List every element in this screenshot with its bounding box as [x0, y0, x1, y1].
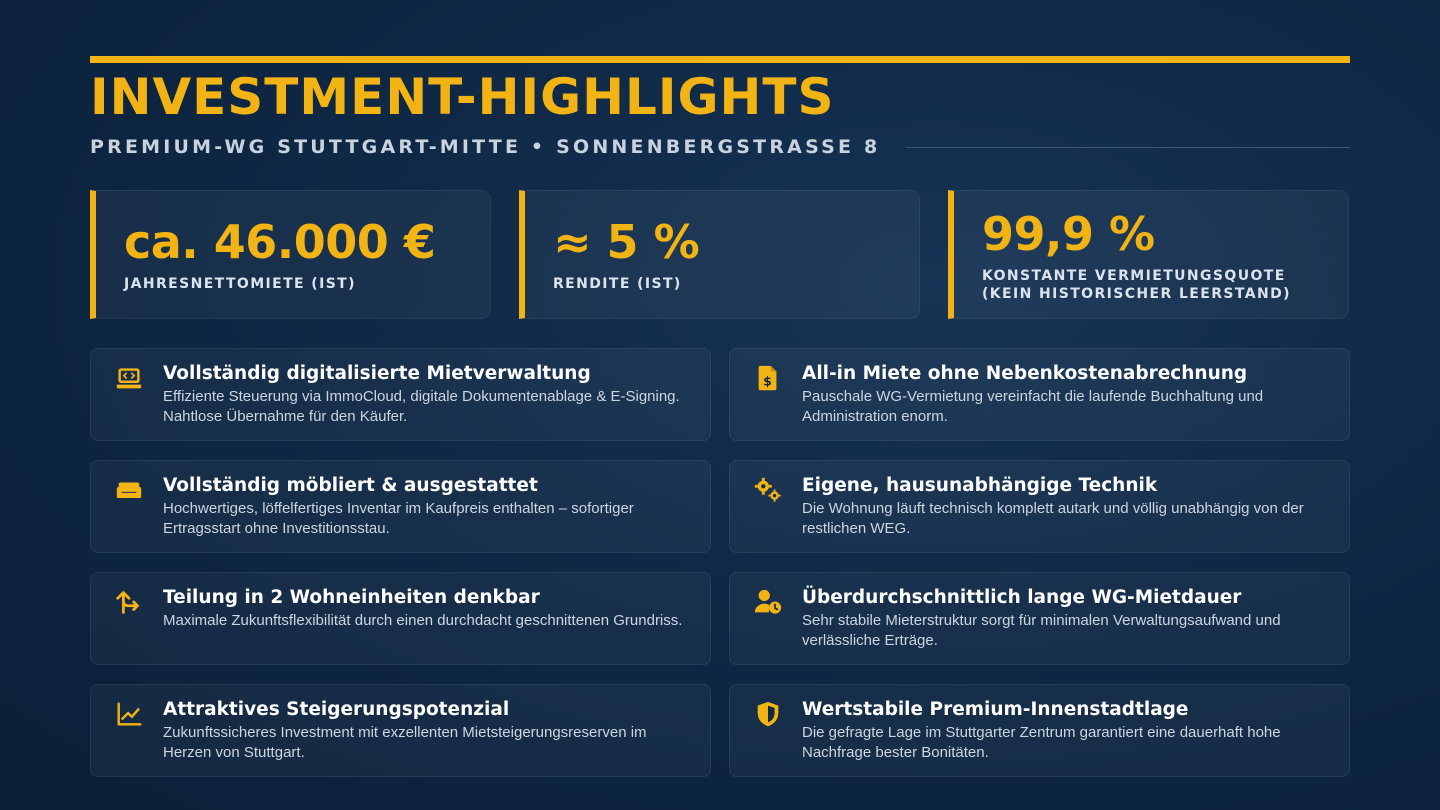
feature-card: Teilung in 2 Wohneinheiten denkbar Maxim… — [90, 572, 711, 665]
page-subtitle: PREMIUM-WG STUTTGART-MITTE • SONNENBERGS… — [90, 136, 881, 158]
stat-label: RENDITE (IST) — [553, 275, 682, 293]
top-accent-rule — [90, 56, 1350, 63]
stat-value: 99,9 % — [982, 207, 1155, 261]
feature-card: Vollständig möbliert & ausgestattet Hoch… — [90, 460, 711, 553]
feature-description: Maximale Zukunftsflexibilität durch eine… — [163, 612, 683, 629]
feature-card: Eigene, hausunabhängige Technik Die Wohn… — [729, 460, 1350, 553]
feature-description: Zukunftssicheres Investment mit exzellen… — [163, 724, 647, 761]
page-title: INVESTMENT-HIGHLIGHTS — [90, 68, 835, 126]
stat-label-line: (KEIN HISTORISCHER LEERSTAND) — [982, 286, 1291, 302]
feature-description: Sehr stabile Mieterstruktur sorgt für mi… — [802, 612, 1281, 649]
feature-title: Überdurchschnittlich lange WG-Mietdauer — [802, 587, 1242, 608]
stat-label-line: JAHRESNETTOMIETE (IST) — [124, 276, 356, 292]
stat-card-occupancy: 99,9 % KONSTANTE VERMIETUNGSQUOTE (KEIN … — [948, 190, 1349, 319]
feature-title: Attraktives Steigerungspotenzial — [163, 699, 510, 720]
feature-description: Effiziente Steuerung via ImmoCloud, digi… — [163, 388, 680, 425]
feature-title: Vollständig digitalisierte Mietverwaltun… — [163, 363, 591, 384]
stat-label-line: KONSTANTE VERMIETUNGSQUOTE — [982, 268, 1286, 284]
subtitle-divider — [906, 146, 1350, 148]
feature-title: Vollständig möbliert & ausgestattet — [163, 475, 538, 496]
feature-card: Wertstabile Premium-Innenstadtlage Die g… — [729, 684, 1350, 777]
stat-card-yield: ≈ 5 % RENDITE (IST) — [519, 190, 920, 319]
feature-title: All-in Miete ohne Nebenkostenabrechnung — [802, 363, 1248, 384]
stat-label: JAHRESNETTOMIETE (IST) — [124, 275, 356, 293]
chart-line-icon — [113, 699, 145, 729]
stats-row: ca. 46.000 € JAHRESNETTOMIETE (IST) ≈ 5 … — [90, 190, 1350, 319]
feature-description: Die Wohnung läuft technisch komplett aut… — [802, 500, 1304, 537]
laptop-code-icon — [113, 363, 145, 393]
stat-value: ca. 46.000 € — [124, 215, 436, 269]
feature-card: $ All-in Miete ohne Nebenkostenabrechnun… — [729, 348, 1350, 441]
shield-icon — [752, 699, 784, 729]
stat-label: KONSTANTE VERMIETUNGSQUOTE (KEIN HISTORI… — [982, 267, 1291, 303]
feature-description: Die gefragte Lage im Stuttgarter Zentrum… — [802, 724, 1281, 761]
stat-value: ≈ 5 % — [553, 215, 700, 269]
file-invoice-dollar-icon: $ — [752, 363, 784, 393]
feature-card: Attraktives Steigerungspotenzial Zukunft… — [90, 684, 711, 777]
svg-text:$: $ — [763, 375, 771, 389]
subtitle-row: PREMIUM-WG STUTTGART-MITTE • SONNENBERGS… — [90, 134, 1350, 160]
feature-title: Eigene, hausunabhängige Technik — [802, 475, 1158, 496]
gears-icon — [752, 475, 784, 505]
feature-card: Überdurchschnittlich lange WG-Mietdauer … — [729, 572, 1350, 665]
feature-description: Hochwertiges, löffelfertiges Inventar im… — [163, 500, 634, 537]
user-clock-icon — [752, 587, 784, 617]
couch-icon — [113, 475, 145, 505]
stat-card-rent: ca. 46.000 € JAHRESNETTOMIETE (IST) — [90, 190, 491, 319]
split-arrows-icon — [113, 587, 145, 617]
stat-label-line: RENDITE (IST) — [553, 276, 682, 292]
slide: INVESTMENT-HIGHLIGHTS PREMIUM-WG STUTTGA… — [90, 56, 1350, 777]
feature-title: Wertstabile Premium-Innenstadtlage — [802, 699, 1189, 720]
feature-card: Vollständig digitalisierte Mietverwaltun… — [90, 348, 711, 441]
feature-title: Teilung in 2 Wohneinheiten denkbar — [163, 587, 540, 608]
feature-description: Pauschale WG-Vermietung vereinfacht die … — [802, 388, 1264, 425]
